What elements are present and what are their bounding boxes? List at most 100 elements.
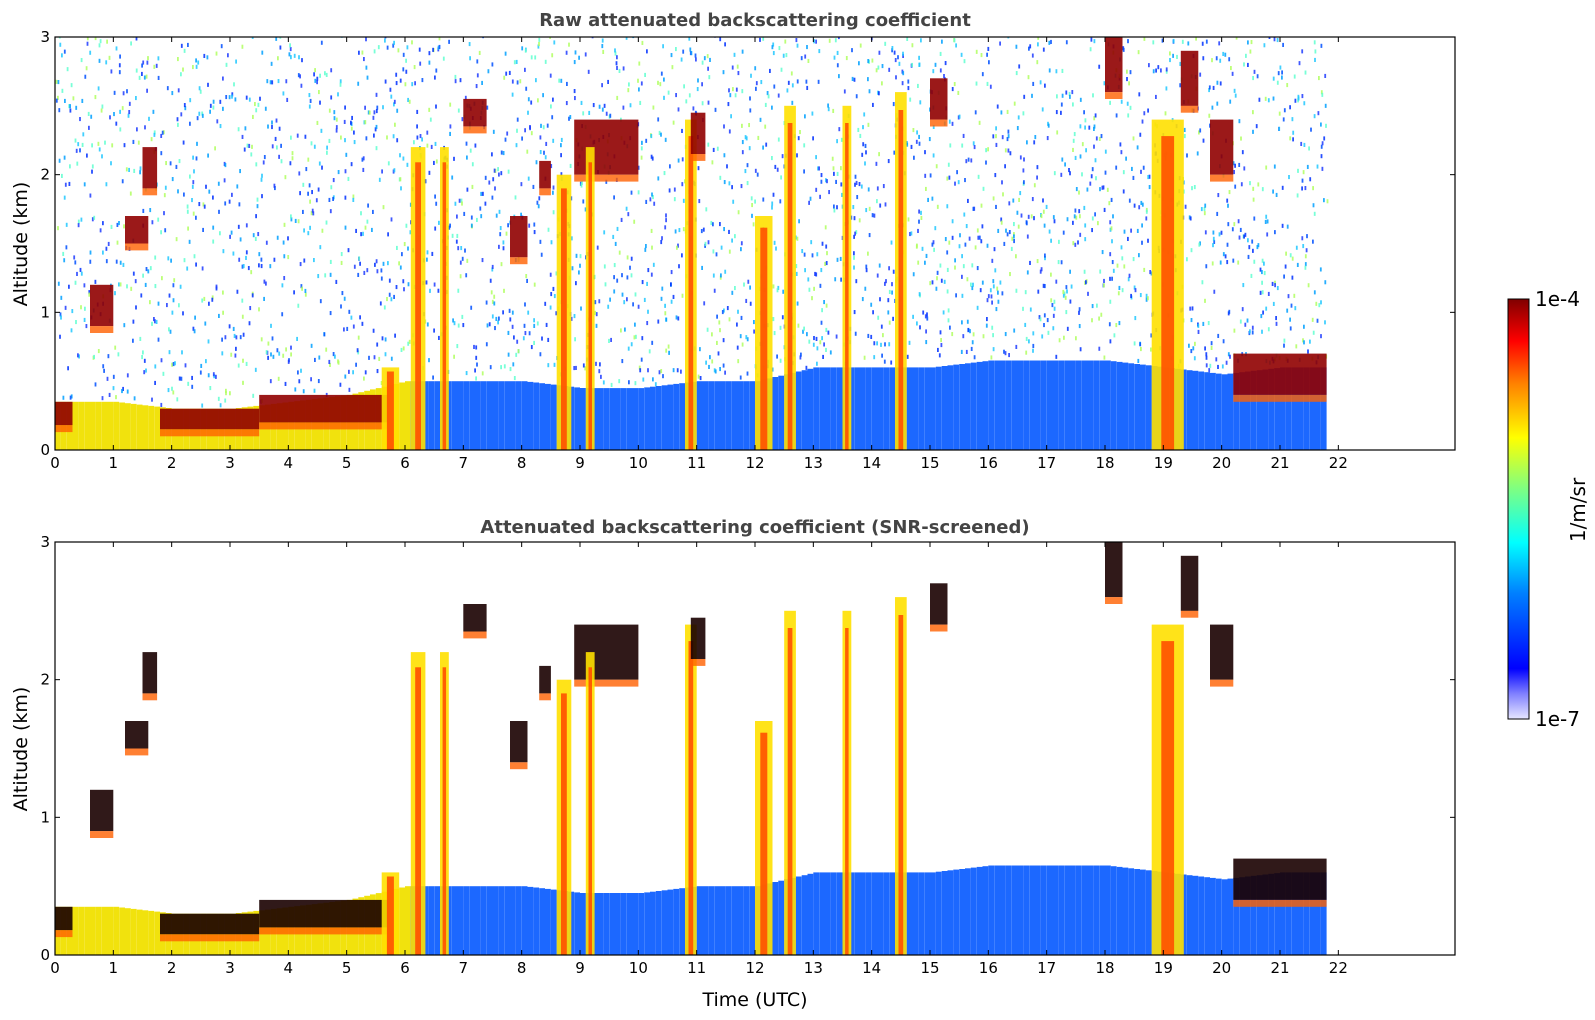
- boundary-layer-cell: [620, 388, 627, 450]
- noise-cell: [634, 381, 637, 386]
- noise-cell: [772, 192, 775, 197]
- noise-cell: [995, 204, 997, 209]
- noise-cell: [373, 110, 376, 115]
- boundary-layer-cell: [206, 408, 213, 450]
- noise-cell: [939, 330, 942, 335]
- noise-cell: [147, 269, 150, 274]
- noise-cell: [394, 333, 396, 338]
- noise-cell: [1023, 180, 1025, 185]
- noise-cell: [820, 268, 823, 273]
- boundary-layer-cell: [72, 401, 79, 450]
- noise-cell: [997, 228, 1000, 233]
- noise-cell: [192, 65, 194, 70]
- noise-cell: [380, 268, 383, 273]
- noise-cell: [461, 314, 464, 319]
- noise-cell: [917, 228, 919, 233]
- noise-cell: [361, 157, 364, 162]
- noise-cell: [1197, 323, 1200, 328]
- noise-cell: [1265, 214, 1268, 219]
- noise-cell: [771, 156, 773, 161]
- noise-cell: [1238, 235, 1241, 240]
- noise-cell: [183, 103, 186, 108]
- noise-cell: [1219, 58, 1222, 63]
- noise-cell: [74, 280, 77, 285]
- noise-cell: [867, 251, 869, 256]
- noise-cell: [947, 318, 950, 323]
- noise-cell: [1134, 316, 1137, 321]
- noise-cell: [637, 304, 640, 309]
- noise-cell: [235, 346, 237, 351]
- noise-cell: [1190, 318, 1193, 323]
- noise-cell: [1081, 172, 1083, 177]
- boundary-layer-cell: [130, 403, 137, 450]
- boundary-layer-cell: [405, 886, 411, 955]
- noise-cell: [1304, 70, 1307, 75]
- noise-cell: [317, 187, 320, 192]
- noise-cell: [902, 51, 904, 56]
- noise-cell: [105, 60, 108, 65]
- noise-cell: [670, 282, 672, 287]
- noise-cell: [1079, 347, 1082, 352]
- noise-cell: [1213, 239, 1216, 244]
- boundary-layer-cell: [1262, 874, 1269, 955]
- noise-cell: [867, 187, 870, 192]
- noise-cell: [756, 172, 759, 177]
- noise-cell: [493, 301, 496, 306]
- noise-cell: [98, 43, 101, 48]
- noise-cell: [1152, 69, 1155, 74]
- noise-cell: [573, 366, 576, 371]
- cloud-layer: [574, 624, 639, 680]
- noise-cell: [1301, 49, 1304, 54]
- noise-cell: [1087, 291, 1089, 296]
- cloud-layer: [690, 112, 706, 154]
- noise-cell: [426, 130, 429, 135]
- noise-cell: [1182, 189, 1185, 194]
- noise-cell: [651, 156, 654, 161]
- cloud-layer: [690, 617, 706, 659]
- noise-cell: [395, 285, 398, 290]
- noise-cell: [651, 340, 654, 345]
- noise-cell: [1007, 134, 1010, 139]
- noise-cell: [257, 102, 260, 107]
- noise-cell: [266, 79, 269, 84]
- boundary-layer-cell: [527, 381, 534, 450]
- noise-cell: [469, 56, 471, 61]
- noise-cell: [1045, 204, 1048, 209]
- boundary-layer-cell: [1046, 865, 1053, 955]
- noise-cell: [1003, 241, 1006, 246]
- noise-cell: [405, 69, 408, 74]
- noise-cell: [182, 140, 185, 145]
- noise-cell: [891, 282, 893, 287]
- noise-cell: [1022, 168, 1025, 173]
- noise-cell: [825, 244, 828, 249]
- noise-cell: [1086, 187, 1089, 192]
- noise-cell: [442, 56, 445, 61]
- cloud-layer: [1180, 50, 1199, 106]
- noise-cell: [1147, 238, 1149, 243]
- noise-cell: [381, 169, 383, 174]
- noise-cell: [288, 52, 291, 57]
- noise-cell: [1250, 273, 1253, 278]
- noise-cell: [953, 82, 956, 87]
- noise-cell: [799, 130, 801, 135]
- noise-cell: [814, 271, 816, 276]
- noise-cell: [309, 199, 311, 204]
- noise-cell: [1083, 205, 1086, 210]
- noise-cell: [1066, 289, 1068, 294]
- noise-cell: [1042, 283, 1045, 288]
- noise-cell: [1250, 40, 1253, 45]
- noise-cell: [588, 110, 591, 115]
- x-tick-label: 11: [687, 959, 706, 977]
- noise-cell: [1113, 333, 1116, 338]
- noise-cell: [1320, 300, 1322, 305]
- noise-cell: [637, 78, 639, 83]
- noise-cell: [1279, 65, 1282, 70]
- noise-cell: [173, 278, 176, 283]
- noise-cell: [750, 73, 752, 78]
- noise-cell: [524, 302, 526, 307]
- noise-cell: [162, 371, 165, 376]
- noise-cell: [681, 128, 683, 133]
- raw-x-ticks: 0 1 2 3 4 5 6 7 8 9 10 11 12 13 14 15 16 17 18 19 20 21 22: [50, 37, 1348, 472]
- noise-cell: [840, 277, 842, 282]
- noise-cell: [86, 153, 88, 158]
